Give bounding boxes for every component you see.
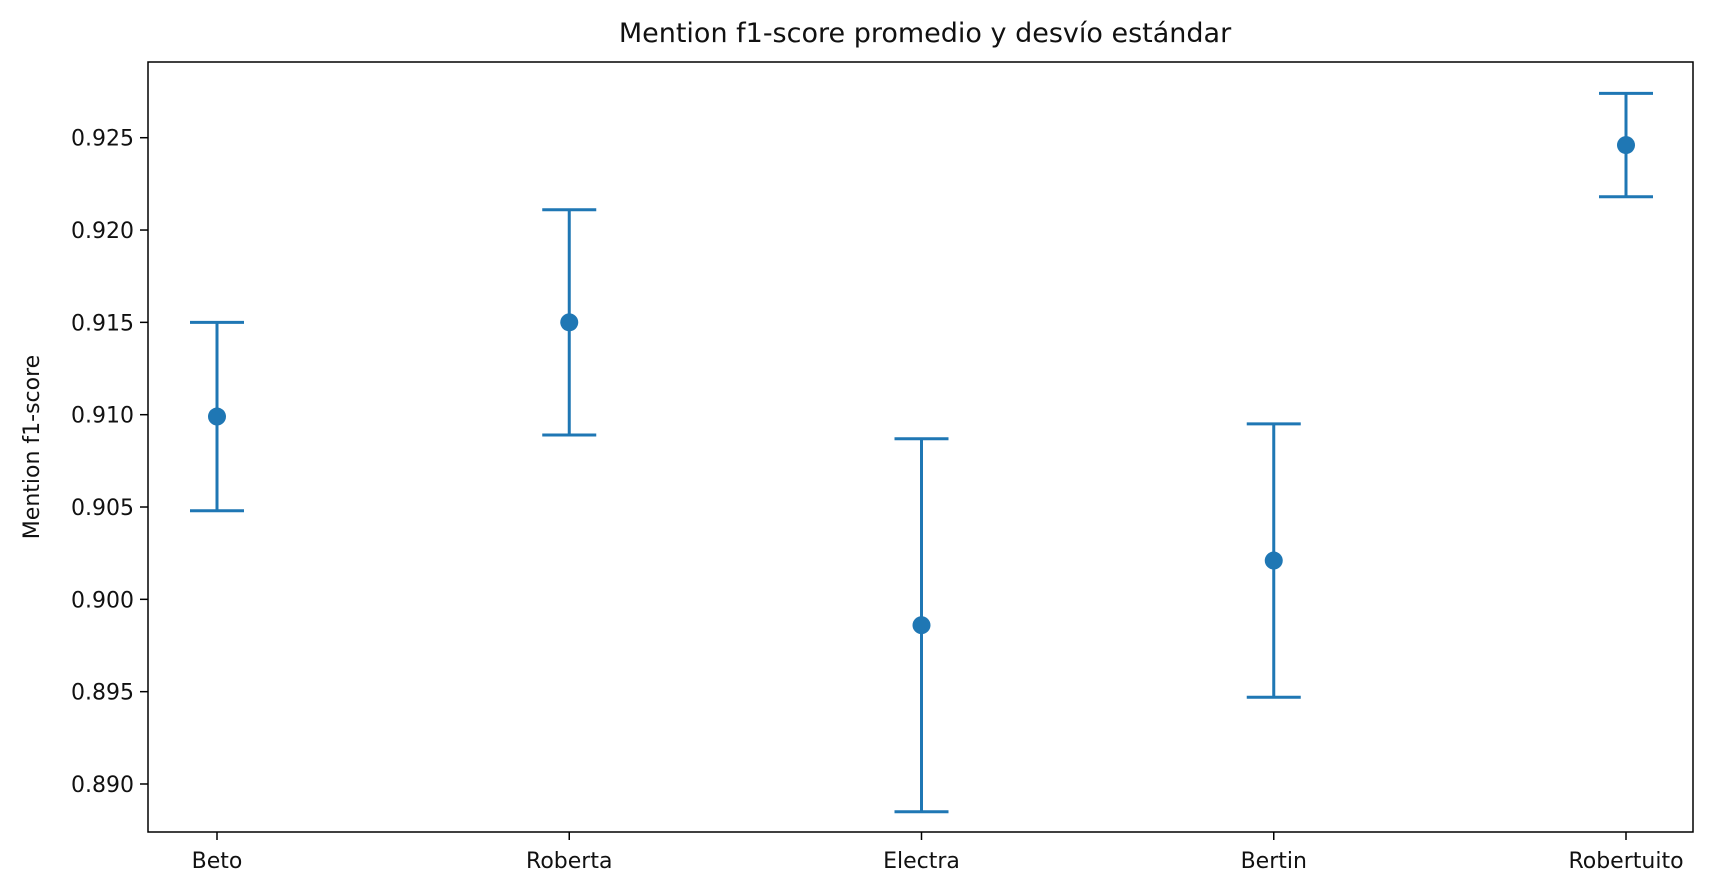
mean-point [208,407,226,426]
data-marks [190,91,1653,814]
y-tick-label: 0.895 [71,681,134,706]
x-tick-label: Beto [192,849,243,874]
mean-point [1617,136,1635,155]
x-tick-label: Bertin [1241,849,1307,874]
y-tick-label: 0.910 [71,404,134,429]
plot-area: 0.890 0.895 0.900 0.905 0.910 0.915 0.920 0.925… [71,61,1694,874]
mean-point [560,313,579,332]
y-axis-label: Mention f1-score [20,355,45,539]
mean-point [912,616,931,635]
y-tick-label: 0.920 [71,219,134,244]
x-axis: Beto Roberta Electra Bertin Robertuito [192,832,1684,874]
chart-title: Mention f1-score promedio y desvío están… [619,18,1232,49]
y-tick-label: 0.905 [71,496,134,521]
y-tick-label: 0.925 [71,127,134,152]
x-tick-label: Robertuito [1568,849,1683,874]
plot-frame [147,61,1694,833]
x-tick-label: Roberta [526,849,612,874]
y-tick-label: 0.900 [71,588,134,613]
x-tick-label: Electra [883,849,960,874]
y-axis: 0.890 0.895 0.900 0.905 0.910 0.915 0.920 0.925 [71,127,148,798]
mean-point [1264,551,1283,570]
y-tick-label: 0.915 [71,311,134,336]
y-tick-label: 0.890 [71,773,134,798]
